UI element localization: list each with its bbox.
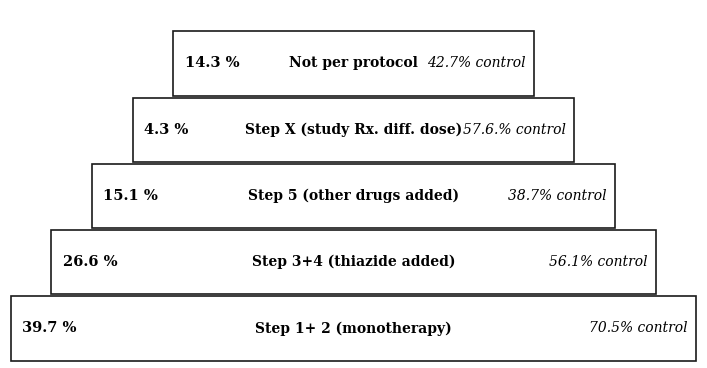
Text: 14.3 %: 14.3 % bbox=[185, 56, 239, 71]
Bar bbox=[173, 31, 534, 96]
Text: 4.3 %: 4.3 % bbox=[144, 123, 188, 137]
Text: 38.7% control: 38.7% control bbox=[508, 189, 607, 203]
Text: 15.1 %: 15.1 % bbox=[103, 189, 158, 203]
Bar bbox=[11, 296, 696, 361]
Text: Step 1+ 2 (monotherapy): Step 1+ 2 (monotherapy) bbox=[255, 321, 452, 336]
Text: 57.6.% control: 57.6.% control bbox=[463, 123, 566, 137]
Bar bbox=[51, 230, 656, 294]
Text: 26.6 %: 26.6 % bbox=[62, 255, 117, 269]
Text: 39.7 %: 39.7 % bbox=[22, 321, 76, 336]
Text: Step X (study Rx. diff. dose): Step X (study Rx. diff. dose) bbox=[245, 123, 462, 137]
Text: Step 3+4 (thiazide added): Step 3+4 (thiazide added) bbox=[252, 255, 455, 269]
Text: 42.7% control: 42.7% control bbox=[427, 56, 525, 71]
Text: 70.5% control: 70.5% control bbox=[590, 321, 688, 336]
Bar bbox=[92, 164, 615, 228]
Text: Not per protocol: Not per protocol bbox=[289, 56, 418, 71]
Text: 56.1% control: 56.1% control bbox=[549, 255, 648, 269]
Text: Step 5 (other drugs added): Step 5 (other drugs added) bbox=[248, 189, 459, 203]
Bar bbox=[133, 98, 574, 162]
